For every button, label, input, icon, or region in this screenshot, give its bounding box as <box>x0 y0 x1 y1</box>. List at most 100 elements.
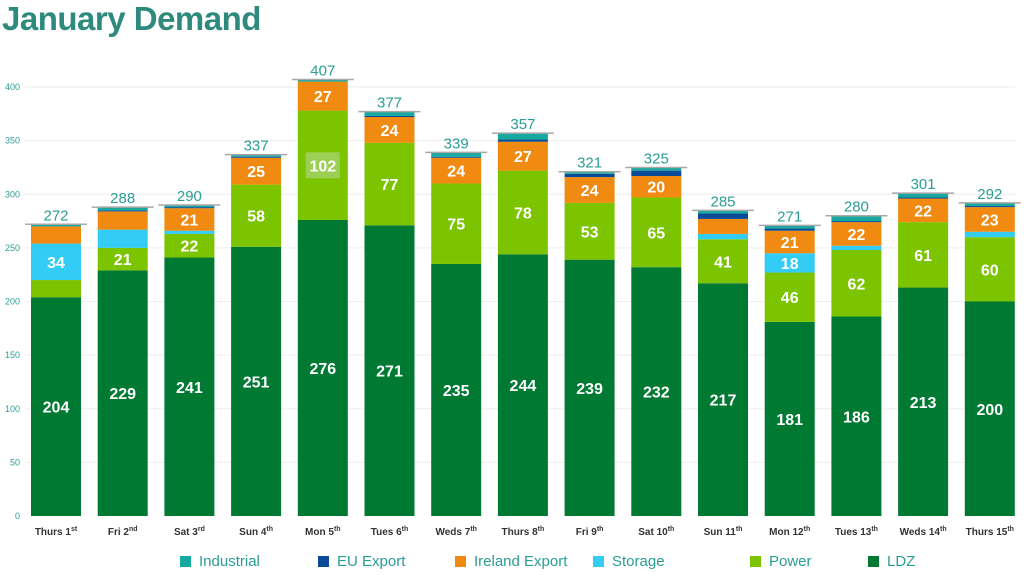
data-label: 41 <box>714 254 732 271</box>
x-tick-label: Tues 13th <box>835 526 878 538</box>
bar-segment-storage <box>831 245 882 251</box>
bar-segment-ireland-export <box>31 226 81 244</box>
x-tick-label: Mon 12th <box>769 526 810 538</box>
bar-segment-storage <box>164 230 215 234</box>
data-label: 239 <box>576 381 603 398</box>
total-label: 377 <box>377 95 402 112</box>
data-label: 217 <box>710 393 737 410</box>
total-label: 271 <box>777 208 802 225</box>
legend-label: Storage <box>612 553 665 570</box>
data-label: 77 <box>381 177 399 194</box>
data-label: 235 <box>443 383 470 400</box>
bar-segment-eu-export <box>964 206 1015 208</box>
bar-segment-storage <box>764 253 815 273</box>
data-label: 62 <box>848 276 866 293</box>
bar-segment-power <box>564 202 615 260</box>
bar-segment-ldz <box>364 225 415 517</box>
data-label: 241 <box>176 380 203 397</box>
data-label: 27 <box>314 89 332 106</box>
bar-segment-industrial <box>898 193 949 198</box>
bar-segment-ldz <box>831 316 882 516</box>
total-label: 337 <box>244 138 269 155</box>
bar-segment-ireland-export <box>431 157 482 184</box>
bar-segment-eu-export <box>631 170 682 177</box>
legend-swatch <box>180 556 191 567</box>
bar-segment-eu-export <box>364 115 415 118</box>
bar-segment-ireland-export <box>764 230 815 254</box>
bar-segment-industrial <box>631 167 682 171</box>
bar-segment-ldz <box>231 246 282 517</box>
bar-segment-storage <box>97 229 148 248</box>
x-tick-label: Sun 11th <box>704 526 743 538</box>
bar-segment-ldz <box>497 254 548 516</box>
y-tick-label: 400 <box>5 82 20 92</box>
bar-segment-ldz <box>698 283 748 516</box>
legend: Industrial EU Export Ireland Export Storage… <box>0 553 1024 573</box>
x-tick-label: Fri 9th <box>576 526 604 538</box>
legend-label: Ireland Export <box>474 553 568 570</box>
data-label: 23 <box>981 212 999 229</box>
bar-segment-ldz <box>964 301 1015 516</box>
x-tick-label: Sat 10th <box>638 526 674 538</box>
data-label: 200 <box>976 402 1003 419</box>
bar-segment-power <box>164 233 215 258</box>
y-tick-label: 250 <box>5 243 20 253</box>
total-label: 280 <box>844 199 869 216</box>
legend-swatch <box>318 556 329 567</box>
bar-segment-ldz <box>631 267 682 516</box>
total-label: 321 <box>577 155 602 172</box>
bar-segment-power <box>431 183 482 264</box>
bar-segment-ldz <box>164 257 215 516</box>
data-label: 34 <box>47 255 65 272</box>
legend-item: EU Export <box>318 553 405 570</box>
bar-segment-ireland-export <box>97 211 148 230</box>
x-tick-label: Weds 7th <box>435 526 476 538</box>
x-tick-label: Fri 2nd <box>108 526 138 538</box>
data-label: 22 <box>914 203 932 220</box>
bar-segment-eu-export <box>97 210 148 212</box>
bar-segment-ireland-export <box>364 117 415 143</box>
data-label: 24 <box>447 164 465 181</box>
bar-segment-power <box>831 250 882 317</box>
bar-segment-eu-export <box>831 221 882 223</box>
legend-label: Industrial <box>199 553 260 570</box>
bar-segment-eu-export <box>231 156 282 158</box>
bar-segment-power <box>31 280 81 298</box>
bar-segment-ireland-export <box>831 222 882 246</box>
bar-segment-ldz <box>31 297 81 516</box>
data-label: 213 <box>910 395 937 412</box>
x-tick-label: Thurs 15th <box>966 526 1014 538</box>
bar-segment-ireland-export <box>497 141 548 171</box>
data-label: 24 <box>381 123 399 140</box>
legend-item: Storage <box>593 553 665 570</box>
y-tick-label: 50 <box>10 457 20 467</box>
bar-segment-storage <box>31 243 81 281</box>
total-label: 407 <box>310 62 335 79</box>
data-label: 276 <box>309 361 336 378</box>
legend-item: Power <box>750 553 812 570</box>
data-label: 271 <box>376 364 403 381</box>
bar-segment-ireland-export <box>564 177 615 203</box>
data-label: 20 <box>647 180 665 197</box>
bar-segment-ldz <box>297 219 348 517</box>
data-label: 229 <box>109 386 136 403</box>
data-label: 22 <box>848 227 866 244</box>
bar-segment-eu-export <box>164 207 215 209</box>
total-label: 292 <box>977 186 1002 203</box>
legend-swatch <box>593 556 604 567</box>
bar-segment-industrial <box>231 154 282 157</box>
total-label: 357 <box>510 116 535 133</box>
bar-segment-storage <box>698 233 748 240</box>
bar-segment-eu-export <box>898 197 949 199</box>
legend-swatch <box>455 556 466 567</box>
bar-segment-industrial <box>31 224 81 227</box>
data-label: 27 <box>514 149 532 166</box>
data-label: 60 <box>981 262 999 279</box>
bar-segment-power <box>898 222 949 288</box>
bar-segment-ireland-export <box>898 198 949 223</box>
data-label-highlight <box>305 152 340 179</box>
legend-label: LDZ <box>887 553 916 570</box>
bar-segment-ireland-export <box>698 218 748 234</box>
data-label: 251 <box>243 374 270 391</box>
